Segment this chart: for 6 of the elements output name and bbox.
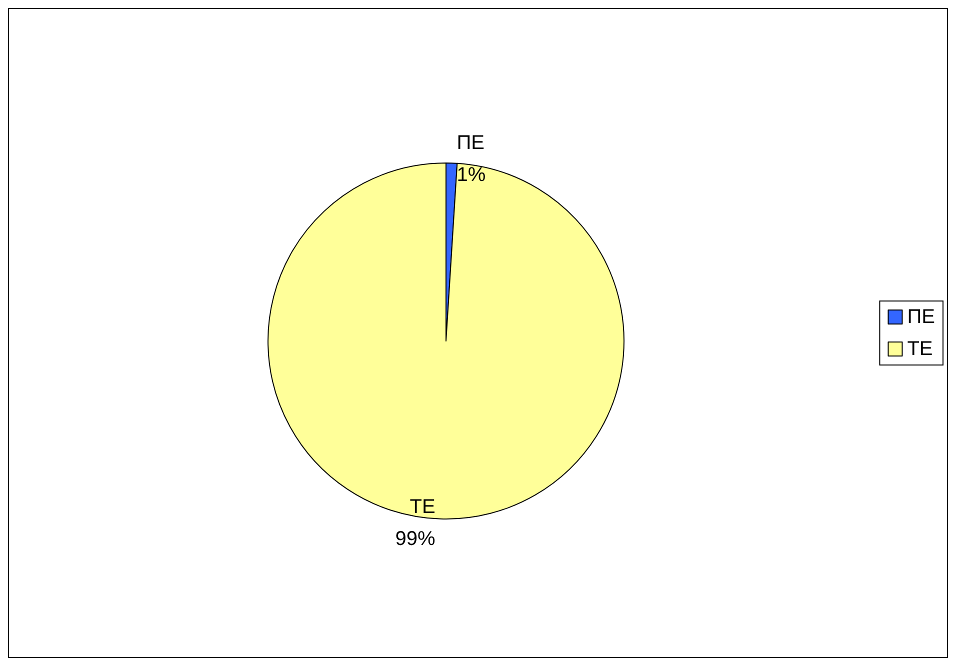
legend-label: ΠΕ	[907, 306, 936, 328]
slice-label: ΠΕ	[456, 132, 485, 154]
slice-label: ΤΕ	[410, 496, 436, 518]
data-label: 1%	[456, 164, 486, 186]
data-label: 99%	[395, 528, 436, 550]
legend-label: ΤΕ	[907, 338, 933, 360]
